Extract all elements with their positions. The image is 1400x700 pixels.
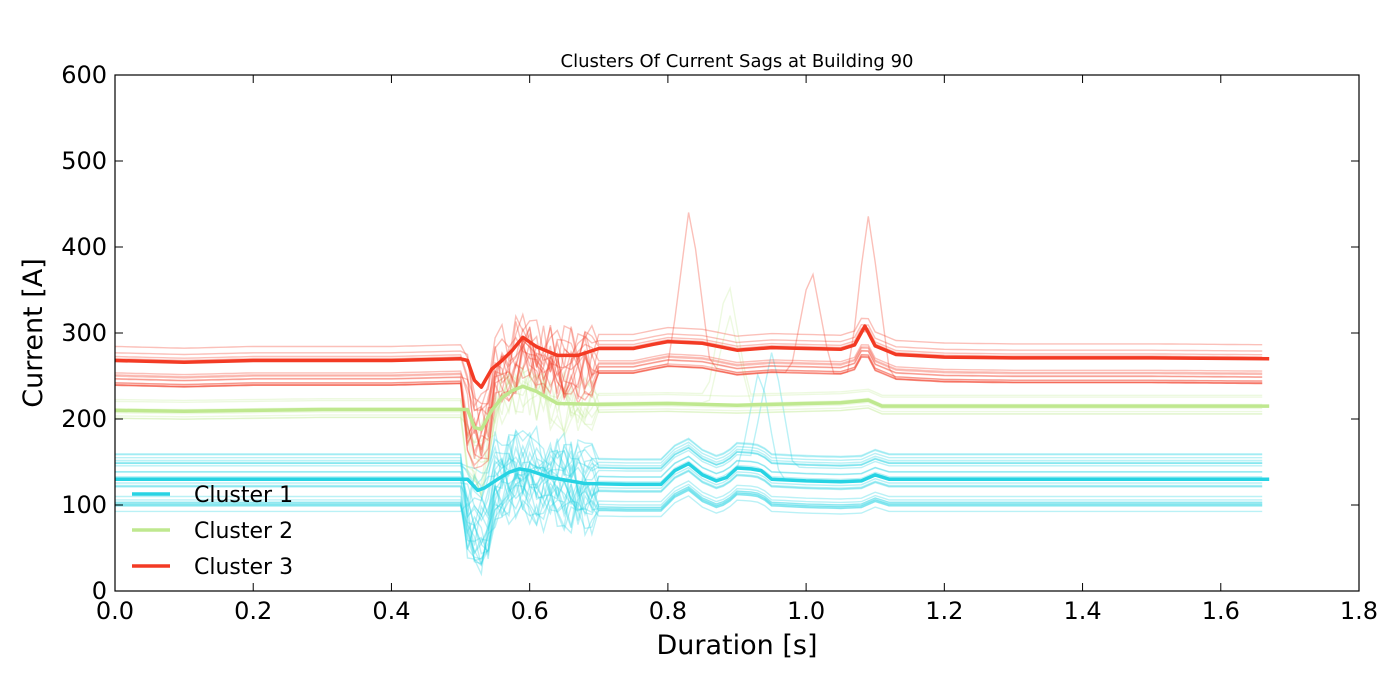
x-axis-label: Duration [s] [657,630,818,661]
x-tick-label: 0.6 [511,597,549,625]
background-trace [115,471,1263,555]
y-tick-label: 300 [61,319,107,347]
background-trace [114,376,1263,497]
background-trace [114,343,1263,455]
background-trace [114,323,1263,409]
plot-frame [114,74,1360,592]
background-trace [115,437,1263,508]
background-trace [114,364,1263,497]
y-tick-label: 200 [61,405,107,433]
background-trace [115,456,1263,567]
x-tick-label: 0.8 [649,597,687,625]
x-tick-label: 1.2 [925,597,963,625]
background-trace [114,212,1263,457]
series-lines [114,324,1270,493]
background-trace [115,285,1263,464]
series-line [114,324,1270,389]
x-tick-label: 0.2 [234,597,272,625]
background-trace [115,441,1263,495]
x-tick-label: 1.4 [1063,597,1101,625]
background-trace [115,476,1263,557]
background-trace [114,369,1263,445]
background-trace [115,435,1263,516]
background-trace [115,451,1263,555]
background-trace [114,352,1263,470]
legend-label: Cluster 3 [194,555,293,580]
chart-title: Clusters Of Current Sags at Building 90 [561,51,914,72]
legend-label: Cluster 2 [194,519,293,544]
background-trace [114,342,1263,458]
background-traces [114,212,1263,577]
legend: Cluster 1 Cluster 2 Cluster 3 [132,483,293,580]
background-trace [115,446,1263,530]
y-tick-label: 600 [61,61,107,89]
background-trace [114,338,1263,405]
background-trace [115,467,1263,553]
background-trace [114,327,1263,411]
background-trace [115,428,1263,515]
background-trace [115,352,1263,498]
background-trace [115,481,1263,560]
series-line [115,461,1270,493]
background-trace [115,462,1263,562]
background-trace [115,473,1263,577]
legend-label: Cluster 1 [194,483,293,508]
y-tick-label: 500 [61,147,107,175]
y-axis-ticks: 0 100 200 300 400 500 600 [61,61,1359,605]
background-trace [114,313,1263,412]
background-trace [114,332,1263,459]
x-tick-label: 0.0 [96,597,134,625]
background-trace [114,372,1263,482]
background-trace [115,458,1263,532]
background-trace [115,450,1263,516]
y-axis-label: Current [A] [18,258,49,408]
background-trace [115,488,1263,565]
background-trace [115,471,1263,555]
background-trace [115,424,1263,527]
x-tick-label: 1.8 [1340,597,1378,625]
y-tick-label: 400 [61,233,107,261]
background-trace [114,272,1263,453]
background-trace [114,339,1263,451]
background-trace [114,346,1263,467]
x-axis-ticks: 0.0 0.2 0.4 0.6 0.8 1.0 1.2 1.4 1.6 1.8 [96,75,1378,625]
background-trace [115,472,1263,567]
x-tick-label: 1.0 [787,597,825,625]
y-tick-label: 0 [92,577,107,605]
x-tick-label: 1.6 [1202,597,1240,625]
series-line [114,384,1270,432]
background-trace [115,460,1263,545]
background-trace [114,321,1263,429]
background-trace [115,451,1263,559]
background-trace [115,429,1263,519]
y-tick-label: 100 [61,491,107,519]
background-trace [114,324,1263,438]
background-trace [115,482,1263,565]
x-tick-label: 0.4 [372,597,410,625]
background-trace [114,216,1263,460]
background-trace [115,434,1263,522]
background-trace [114,371,1263,447]
